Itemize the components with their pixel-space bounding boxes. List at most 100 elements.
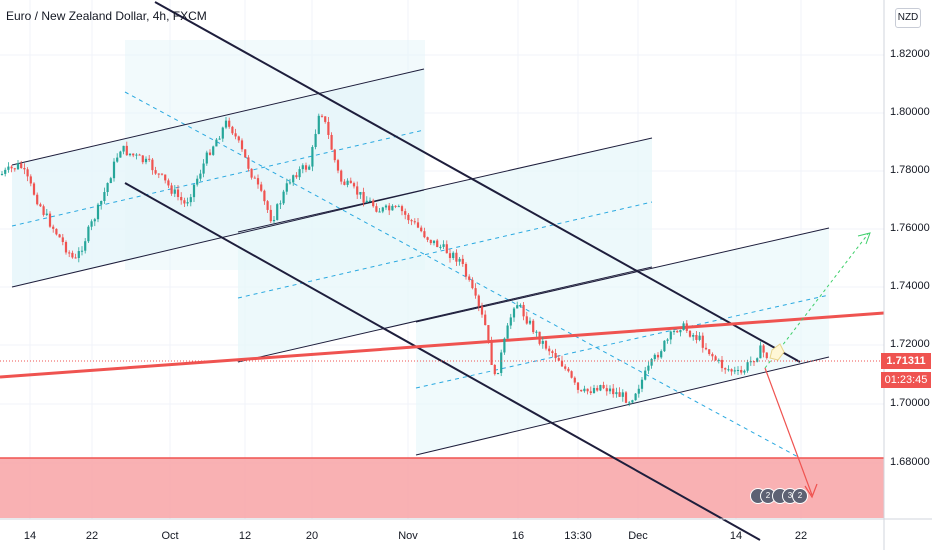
candle-body	[253, 177, 256, 179]
candle-body	[359, 191, 362, 195]
candle-body	[752, 361, 756, 363]
candle-body	[269, 209, 272, 222]
candle-body	[234, 133, 237, 137]
candle-body	[224, 120, 228, 128]
candle-body	[279, 203, 282, 205]
candle-body	[516, 305, 519, 309]
candle-body	[160, 173, 164, 175]
candle-body	[362, 191, 365, 203]
candle-body	[400, 206, 404, 212]
channel-1-lower	[11, 189, 425, 288]
candle-body	[148, 158, 151, 160]
candle-body	[512, 308, 516, 318]
candle-body	[173, 189, 176, 194]
candle-body	[720, 359, 724, 369]
time-tick: 20	[305, 530, 319, 542]
candle-body	[10, 166, 13, 169]
candle-body	[314, 133, 317, 148]
candle-body	[432, 240, 436, 244]
candle-body	[327, 121, 330, 135]
candle-body	[749, 361, 752, 363]
candle-body	[653, 354, 656, 360]
candle-body	[692, 334, 695, 337]
candle-body	[407, 214, 410, 221]
candle-body	[615, 392, 618, 395]
candle-body	[490, 340, 493, 365]
candle-body	[519, 304, 522, 306]
candle-body	[471, 279, 474, 289]
candle-body	[576, 382, 580, 390]
candle-body	[560, 360, 564, 367]
candle-body	[119, 151, 122, 158]
candle-body	[311, 147, 314, 167]
red-trendline[interactable]	[0, 311, 885, 379]
candle-body	[45, 213, 48, 215]
candle-body	[474, 288, 477, 296]
candle-body	[599, 385, 602, 391]
candle-body	[208, 152, 212, 155]
candle-body	[656, 354, 660, 358]
candle-body	[544, 340, 548, 349]
time-tick: 13:30	[564, 530, 592, 542]
candle-body	[74, 257, 77, 259]
time-tick: 12	[238, 530, 252, 542]
candle-body	[759, 345, 762, 359]
candle-body	[631, 400, 634, 403]
candle-body	[250, 168, 253, 178]
candle-body	[330, 134, 333, 150]
candle-body	[116, 157, 119, 162]
candle-body	[125, 145, 128, 156]
candle-body	[282, 191, 285, 204]
candle-body	[461, 258, 464, 264]
candle-body	[583, 388, 586, 392]
candle-body	[522, 304, 525, 317]
candle-body	[391, 205, 394, 211]
candle-body	[589, 391, 592, 394]
candle-body	[154, 170, 157, 174]
candle-body	[596, 388, 599, 391]
candle-body	[442, 244, 445, 247]
candle-body	[528, 320, 532, 324]
price-tick: 1.76000	[890, 222, 930, 234]
candle-body	[215, 139, 218, 147]
candle-body	[52, 226, 55, 229]
candle-body	[397, 206, 400, 208]
candle-body	[640, 379, 644, 389]
candle-body	[701, 335, 704, 348]
candle-body	[0, 173, 4, 175]
candle-body	[292, 175, 295, 183]
down-channel-lower[interactable]	[124, 182, 761, 541]
candle-body	[660, 351, 663, 358]
candle-body	[109, 178, 112, 184]
candle-body	[221, 127, 224, 139]
candle-body	[231, 126, 234, 134]
candle-body	[464, 263, 468, 277]
candle-body	[413, 221, 416, 223]
candle-body	[685, 323, 688, 331]
event-count-c[interactable]: 2	[792, 488, 808, 504]
candle-body	[77, 251, 80, 258]
event-markers[interactable]: 2 3 2	[750, 486, 808, 508]
candle-body	[644, 370, 647, 380]
candle-body	[506, 325, 509, 339]
candle-body	[304, 165, 308, 170]
projection-up-arrowhead	[857, 232, 871, 245]
candle-body	[525, 316, 528, 324]
candle-body	[762, 345, 765, 353]
candle-body	[423, 231, 426, 238]
candle-body	[29, 176, 32, 184]
candle-body	[20, 163, 23, 169]
candle-body	[132, 153, 135, 156]
candle-body	[688, 330, 692, 337]
candle-body	[711, 354, 714, 357]
candle-body	[468, 276, 471, 280]
down-channel-upper[interactable]	[154, 1, 801, 363]
currency-button[interactable]: NZD	[895, 8, 921, 28]
candle-body	[567, 368, 570, 372]
price-tick: 1.74000	[890, 280, 930, 292]
candle-body	[266, 201, 269, 210]
candle-body	[346, 180, 349, 185]
candle-body	[708, 349, 711, 355]
candle-body	[263, 190, 266, 202]
